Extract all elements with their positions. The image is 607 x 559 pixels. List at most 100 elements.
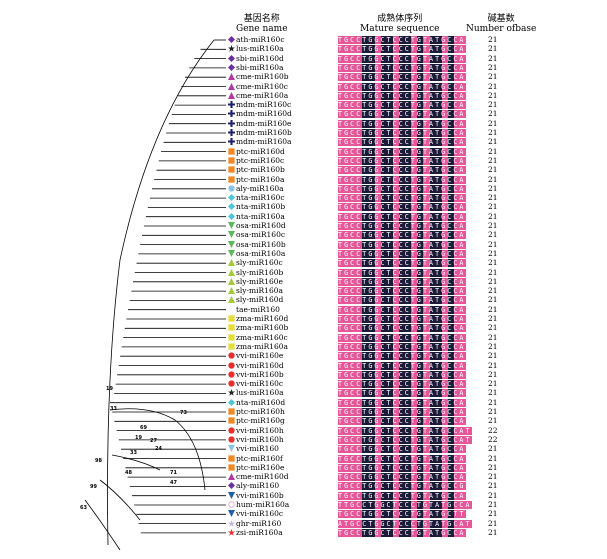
- bootstrap-value: 47: [170, 480, 177, 486]
- species-marker-icon: [228, 222, 235, 229]
- gene-name-cell: zma-miR160c: [228, 333, 288, 342]
- gene-name: mdm-miR160a: [236, 137, 292, 147]
- gene-name: osa-miR160c: [236, 230, 286, 240]
- species-marker-icon: [228, 175, 235, 183]
- gene-row: aly-miR160a TGCCTGGCTCCCTGTATGCCA. 21: [0, 183, 607, 193]
- gene-name-cell: ghr-miR160: [228, 519, 281, 528]
- species-marker-icon: [228, 54, 235, 62]
- gene-name: mdm-miR160e: [236, 118, 292, 128]
- gene-name-header-en: Gene name: [236, 24, 288, 34]
- gene-name-cell: cme-miR160b: [228, 73, 289, 81]
- gene-row: ath-miR160c TGCCTGGCTCCCTGTATGCCA 21: [0, 36, 607, 44]
- species-marker-icon: [228, 82, 235, 90]
- gene-row: sly-miR160c TGCCTGGCTCCCTGTATGCCA. 21: [0, 258, 607, 268]
- mature-sequence: TGCCTGGCTCCCTGTATGCCA.: [338, 315, 472, 323]
- species-marker-icon: [228, 185, 235, 192]
- gene-row: mdm-miR160c TGCCTGGCTCCCTGTATGCCA. 21: [0, 100, 607, 110]
- mature-sequence: TGCCTGGCTCCCTGTATGCCA.: [338, 389, 472, 398]
- mature-sequence: TGCCTGGCTCCCTGTATGCCA.: [338, 398, 472, 407]
- bootstrap-value: 71: [170, 470, 177, 476]
- gene-name: sly-miR160d: [236, 295, 284, 305]
- species-marker-icon: [228, 240, 235, 248]
- gene-name: aly-miR160: [236, 481, 280, 491]
- base-count: 21: [488, 35, 498, 44]
- base-count-header-en: Number ofbase: [466, 24, 537, 34]
- gene-name: mdm-miR160c: [236, 100, 292, 110]
- species-marker-icon: [228, 352, 235, 359]
- gene-name-cell: mdm-miR160b: [228, 129, 292, 137]
- gene-row: vvi-miR160c TGCCTGGCTCCCTGTATGCCA. 21: [0, 380, 607, 389]
- gene-name-cell: sbi-miR160d: [228, 54, 284, 63]
- gene-name: nta-miR160b: [236, 202, 286, 212]
- gene-name-cell: ptc-miR160e: [228, 463, 284, 472]
- mature-sequence: TGCCTGGCTCCCTGTATGCCA.: [338, 370, 472, 379]
- base-count: 21: [488, 53, 498, 63]
- gene-row: sbi-miR160d TGCCTGGCTCCCTGTATGCCA 21: [0, 53, 607, 63]
- species-marker-icon: [228, 501, 235, 508]
- species-marker-icon: [228, 482, 235, 490]
- gene-name: zma-miR160a: [236, 341, 289, 351]
- base-count-header: 碱基数 Number ofbase: [466, 14, 536, 34]
- mature-sequence: TGCCTGGCTCCCTGTATGCCA.: [338, 249, 472, 258]
- mature-sequence-header: 成熟体序列 Mature sequence: [360, 14, 439, 34]
- gene-name: sly-miR160c: [236, 258, 283, 268]
- gene-name-cell: osa-miR160d: [228, 222, 286, 230]
- gene-row: mdm-miR160e TGCCTGGCTCCCTGTATGCCA. 21: [0, 118, 607, 128]
- base-count: 22: [488, 425, 498, 435]
- mature-sequence: TGCCTGGCTCCCTGTATGCCA.: [338, 91, 472, 100]
- gene-row: vvi-miR160b TGCCTGGCTCCCTGTATGCCA. 21: [0, 491, 607, 500]
- mature-sequence: TGCCTGGCTCCCTGTATGCCA: [338, 45, 466, 54]
- mature-sequence: TGCCTGGCTCCCTGTATGCCA.: [338, 240, 472, 249]
- gene-name-cell: aly-miR160a: [228, 184, 284, 193]
- species-marker-icon: [228, 343, 235, 350]
- gene-row: sly-miR160a TGCCTGGCTCCCTGTATGCCA. 21: [0, 286, 607, 296]
- gene-row: osa-miR160b TGCCTGGCTCCCTGTATGCCA. 21: [0, 239, 607, 249]
- species-marker-icon: [228, 426, 235, 434]
- gene-row: hum-miR160a TTGCCTGGCTCCCTGTATGCCA 21: [0, 501, 607, 509]
- mature-sequence: TGCCTGGCTCCCTGTATGCCA.: [338, 342, 472, 351]
- base-count: 21: [488, 369, 498, 379]
- species-marker-icon: [228, 380, 235, 387]
- base-count: 21: [488, 388, 498, 398]
- species-marker-icon: [228, 45, 235, 53]
- gene-row: osa-miR160a TGCCTGGCTCCCTGTATGCCA. 21: [0, 249, 607, 258]
- base-count: 21: [488, 481, 498, 491]
- base-count-header-cn: 碱基数: [487, 14, 515, 24]
- mature-sequence: TGCCTGGCTCCCTGTATGCTT.: [338, 510, 472, 519]
- mature-sequence: TGCCTGGCTCCCTGTATGCCA.: [338, 408, 472, 416]
- gene-name: vvi-miR160h: [236, 434, 284, 444]
- gene-row: vvi-miR160d TGCCTGGCTCCCTGTATGCCA. 21: [0, 361, 607, 370]
- gene-name-cell: nta-miR160d: [228, 398, 285, 407]
- gene-name-cell: vvi-miR160c: [228, 510, 283, 518]
- gene-name: osa-miR160b: [236, 239, 286, 249]
- base-count: 21: [488, 100, 498, 110]
- mature-sequence: TGCCTGGCTCCCTGTATGCCA.: [338, 110, 472, 119]
- gene-name: vvi-miR160e: [236, 351, 284, 361]
- base-count: 22: [488, 434, 498, 444]
- bootstrap-value: 73: [180, 410, 187, 416]
- mature-sequence: TGCCTGGCTCCCTGTATGCCA.: [338, 222, 472, 230]
- gene-name-header: 基因名称 Gene name: [236, 14, 288, 34]
- bootstrap-value: 33: [130, 450, 137, 456]
- gene-name: lus-miR160a: [236, 388, 284, 398]
- gene-name: ptc-miR160g: [236, 416, 285, 426]
- gene-name-cell: sly-miR160a: [228, 287, 283, 295]
- base-count: 21: [488, 286, 498, 296]
- gene-name-cell: vvi-miR160b: [228, 370, 284, 379]
- gene-name: zma-miR160d: [236, 314, 289, 323]
- gene-name-cell: ptc-miR160g: [228, 417, 285, 425]
- base-count: 21: [488, 183, 498, 193]
- base-count: 21: [488, 341, 498, 351]
- gene-name: osa-miR160d: [236, 221, 286, 230]
- bootstrap-value: 19: [135, 435, 142, 441]
- gene-name: vvi-miR160c: [236, 509, 284, 519]
- mature-sequence: TGCCTGGCTCCCTGTATGCCA.: [338, 101, 472, 110]
- gene-name: cme-miR160d: [236, 472, 289, 482]
- gene-row: sbi-miR160a TGCCTGGCTCCCTGTATGCCA 21: [0, 63, 607, 72]
- base-count: 21: [488, 527, 498, 537]
- gene-row: vvi-miR160c TGCCTGGCTCCCTGTATGCTT. 21: [0, 510, 607, 519]
- gene-row: ptc-miR160e TGCCTGGCTCCCTGTATGCCA. 21: [0, 463, 607, 472]
- base-count: 21: [488, 211, 498, 221]
- species-marker-icon: [228, 129, 235, 136]
- species-marker-icon: [228, 277, 235, 285]
